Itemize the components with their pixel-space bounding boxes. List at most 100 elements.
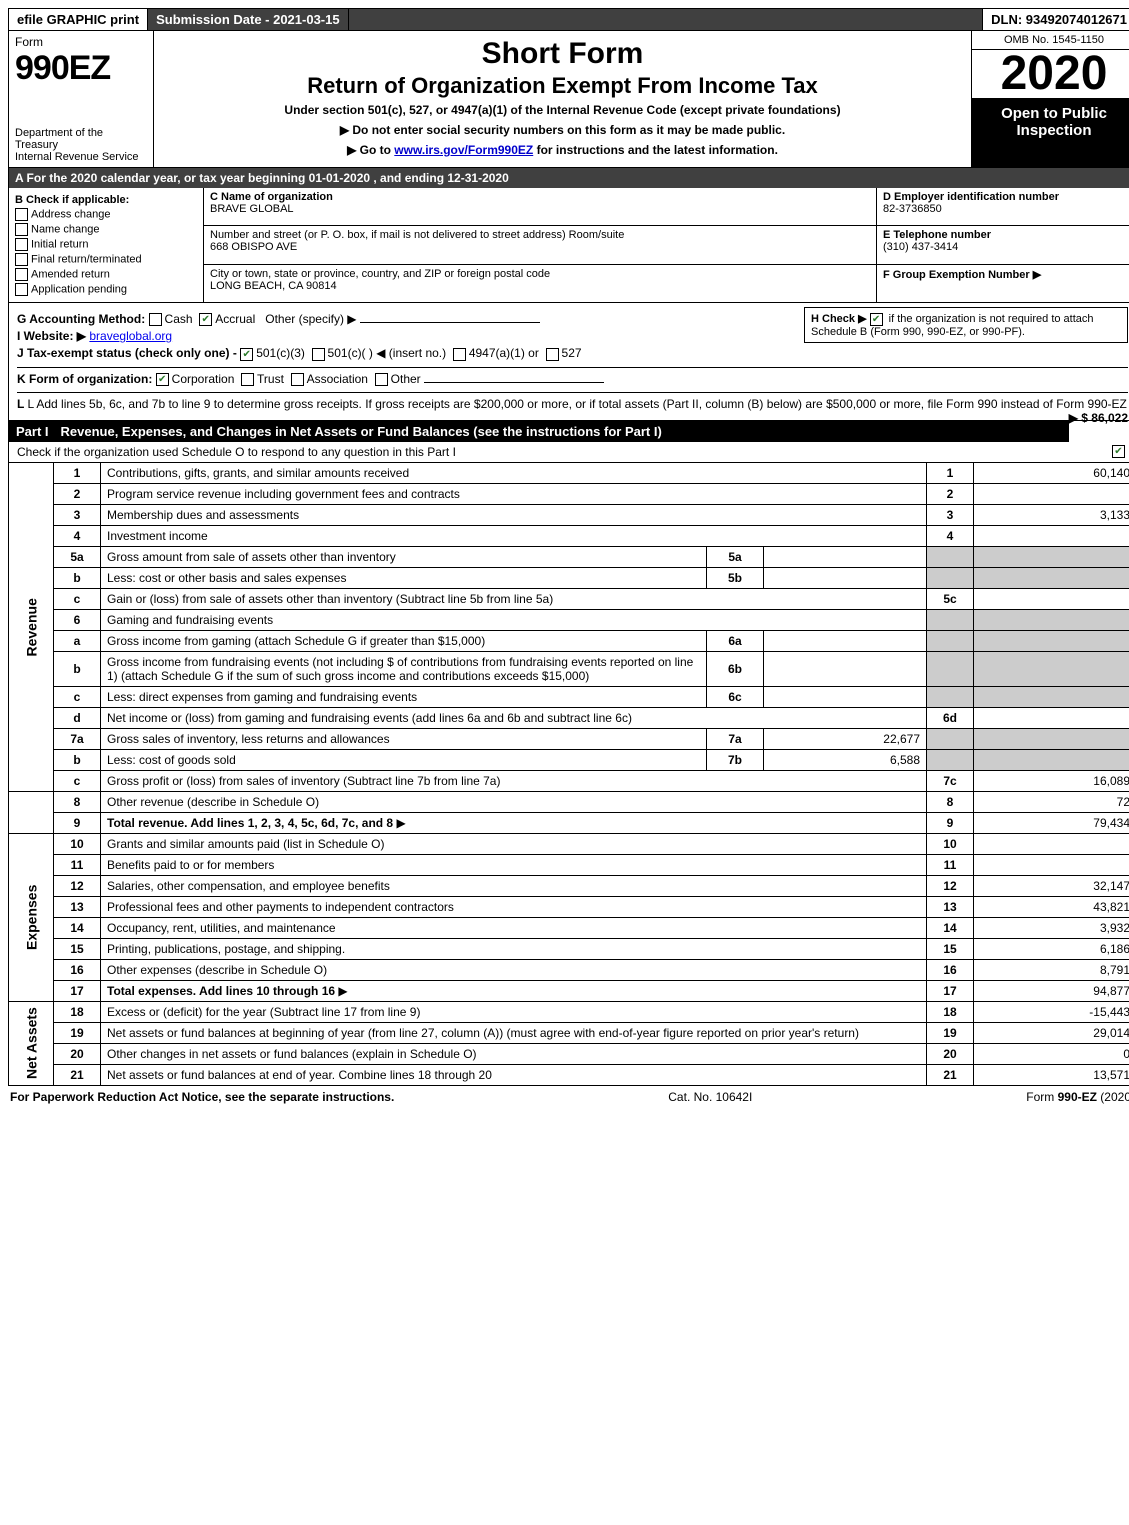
d-ein-value: 82-3736850 — [883, 203, 942, 215]
l5a-shade — [927, 546, 974, 567]
l6a-sb: 6a — [707, 630, 764, 651]
g-other-input[interactable] — [360, 322, 540, 323]
l6b-desc: Gross income from fundraising events (no… — [101, 651, 707, 686]
l17-rnum: 17 — [927, 980, 974, 1001]
section-revenue-label: Revenue — [9, 463, 54, 792]
block-b-checkboxes: B Check if applicable: Address change Na… — [9, 188, 204, 302]
goto-post: for instructions and the latest informat… — [537, 143, 778, 157]
subtitle-section: Under section 501(c), 527, or 4947(a)(1)… — [160, 103, 965, 117]
opt-amended-return: Amended return — [31, 268, 110, 280]
chk-amended-return[interactable] — [15, 268, 28, 281]
part-i-check-row: Check if the organization used Schedule … — [8, 442, 1129, 463]
l6b-sb: 6b — [707, 651, 764, 686]
chk-527[interactable] — [546, 348, 559, 361]
h-check-box: H Check ▶ if the organization is not req… — [804, 307, 1128, 343]
l2-num: 2 — [54, 483, 101, 504]
l13-num: 13 — [54, 896, 101, 917]
l7b-shade2 — [974, 749, 1129, 770]
ssn-warning: ▶ Do not enter social security numbers o… — [160, 123, 965, 137]
form-label: Form — [15, 35, 43, 49]
l13-rnum: 13 — [927, 896, 974, 917]
l7b-num: b — [54, 749, 101, 770]
l6-num: 6 — [54, 609, 101, 630]
efile-print-label: efile GRAPHIC print — [9, 9, 148, 30]
l7b-sb: 7b — [707, 749, 764, 770]
k-other-input[interactable] — [424, 382, 604, 383]
l1-rnum: 1 — [927, 463, 974, 484]
c-name-value: BRAVE GLOBAL — [210, 203, 294, 215]
l12-amt: 32,147 — [974, 875, 1129, 896]
c-name-label: C Name of organization — [210, 191, 333, 203]
g-cash: Cash — [165, 312, 193, 326]
l10-num: 10 — [54, 833, 101, 854]
goto-pre: ▶ Go to — [347, 143, 394, 157]
chk-corporation[interactable] — [156, 373, 169, 386]
l15-rnum: 15 — [927, 938, 974, 959]
chk-cash[interactable] — [149, 313, 162, 326]
l1-num: 1 — [54, 463, 101, 484]
l5b-shade — [927, 567, 974, 588]
chk-name-change[interactable] — [15, 223, 28, 236]
opt-application-pending: Application pending — [31, 283, 127, 295]
chk-final-return[interactable] — [15, 253, 28, 266]
chk-trust[interactable] — [241, 373, 254, 386]
e-phone-label: E Telephone number — [883, 229, 991, 241]
l19-rnum: 19 — [927, 1022, 974, 1043]
l16-desc: Other expenses (describe in Schedule O) — [101, 959, 927, 980]
l20-desc: Other changes in net assets or fund bala… — [101, 1043, 927, 1064]
l3-amt: 3,133 — [974, 504, 1129, 525]
l7a-sb: 7a — [707, 728, 764, 749]
g-label: G Accounting Method: — [17, 312, 145, 326]
l9-num: 9 — [54, 812, 101, 833]
l6d-amt — [974, 707, 1129, 728]
l11-rnum: 11 — [927, 854, 974, 875]
l5b-sa — [764, 567, 927, 588]
chk-association[interactable] — [291, 373, 304, 386]
chk-address-change[interactable] — [15, 208, 28, 221]
goto-link[interactable]: www.irs.gov/Form990EZ — [394, 143, 533, 157]
g-accrual: Accrual — [215, 312, 255, 326]
chk-initial-return[interactable] — [15, 238, 28, 251]
chk-application-pending[interactable] — [15, 283, 28, 296]
l8-num: 8 — [54, 791, 101, 812]
l-text: L Add lines 5b, 6c, and 7b to line 9 to … — [27, 397, 1126, 411]
l6d-desc: Net income or (loss) from gaming and fun… — [101, 707, 927, 728]
chk-501c[interactable] — [312, 348, 325, 361]
l9-desc: Total revenue. Add lines 1, 2, 3, 4, 5c,… — [101, 812, 927, 833]
i-website-link[interactable]: braveglobal.org — [89, 329, 172, 343]
addr-label: Number and street (or P. O. box, if mail… — [210, 229, 624, 241]
h-pre: H Check ▶ — [811, 313, 867, 325]
l15-num: 15 — [54, 938, 101, 959]
j-527: 527 — [562, 346, 582, 360]
l17-amt: 94,877 — [974, 980, 1129, 1001]
chk-4947[interactable] — [453, 348, 466, 361]
l12-rnum: 12 — [927, 875, 974, 896]
l6c-shade — [927, 686, 974, 707]
l5c-num: c — [54, 588, 101, 609]
l7c-num: c — [54, 770, 101, 791]
chk-h-not-required[interactable] — [870, 313, 883, 326]
l7a-num: 7a — [54, 728, 101, 749]
l20-amt: 0 — [974, 1043, 1129, 1064]
chk-other[interactable] — [375, 373, 388, 386]
block-b: B Check if applicable: Address change Na… — [8, 188, 1129, 303]
k-trust: Trust — [257, 372, 284, 386]
i-label: I Website: ▶ — [17, 329, 86, 343]
l2-rnum: 2 — [927, 483, 974, 504]
chk-accrual[interactable] — [199, 313, 212, 326]
l5a-desc: Gross amount from sale of assets other t… — [101, 546, 707, 567]
opt-initial-return: Initial return — [31, 238, 88, 250]
part-i-label: Part I — [16, 424, 49, 439]
l11-desc: Benefits paid to or for members — [101, 854, 927, 875]
l5a-sb: 5a — [707, 546, 764, 567]
l7b-desc: Less: cost of goods sold — [101, 749, 707, 770]
j-501c: 501(c)( ) ◀ (insert no.) — [328, 346, 447, 360]
page-footer: For Paperwork Reduction Act Notice, see … — [8, 1086, 1129, 1108]
l3-num: 3 — [54, 504, 101, 525]
l6c-shade2 — [974, 686, 1129, 707]
chk-schedule-o[interactable] — [1112, 445, 1125, 458]
footer-right: Form 990-EZ (2020) — [1026, 1090, 1129, 1104]
opt-name-change: Name change — [31, 223, 100, 235]
chk-501c3[interactable] — [240, 348, 253, 361]
l12-num: 12 — [54, 875, 101, 896]
